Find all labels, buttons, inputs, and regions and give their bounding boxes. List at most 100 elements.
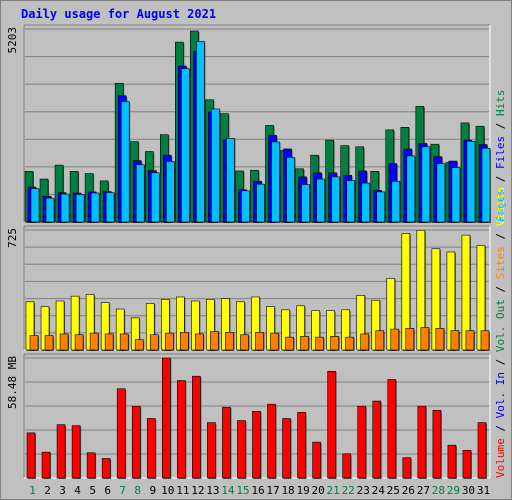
bar-pages-day-19 <box>301 184 310 223</box>
day-label-31: 31 <box>477 484 490 497</box>
bar-pages-day-23 <box>361 182 371 223</box>
day-label-23: 23 <box>357 484 370 497</box>
bar-sites-day-14 <box>225 332 234 351</box>
bar-volume-day-23 <box>357 405 367 479</box>
day-label-4: 4 <box>74 484 81 497</box>
day-label-8: 8 <box>134 484 141 497</box>
bar-pages-day-15 <box>241 190 250 223</box>
bar-volume-day-15 <box>237 420 246 479</box>
bar-sites-day-29 <box>450 330 460 351</box>
day-label-12: 12 <box>191 484 204 497</box>
bar-pages-day-28 <box>436 163 446 223</box>
axis-max-label-visits: 725 <box>6 228 19 248</box>
bar-sites-day-5 <box>89 332 99 351</box>
bar-volume-day-5 <box>86 452 96 479</box>
bar-sites-day-8 <box>134 339 144 351</box>
bar-sites-day-3 <box>59 333 69 351</box>
bar-volume-day-27 <box>417 405 427 479</box>
bar-pages-day-31 <box>481 147 491 223</box>
bar-sites-day-25 <box>390 328 400 351</box>
bar-sites-day-15 <box>240 334 249 351</box>
bar-sites-day-18 <box>285 336 294 351</box>
legend-volume-sites-visits-item-3: / <box>494 352 507 372</box>
day-label-27: 27 <box>417 484 430 497</box>
bar-volume-day-12 <box>192 375 201 479</box>
bar-sites-day-4 <box>74 334 84 351</box>
bar-volume-day-16 <box>252 411 261 479</box>
day-label-20: 20 <box>312 484 325 497</box>
bar-sites-day-11 <box>180 332 189 351</box>
day-label-3: 3 <box>59 484 66 497</box>
bar-pages-day-17 <box>271 141 280 223</box>
day-label-26: 26 <box>402 484 415 497</box>
bar-pages-day-8 <box>135 164 145 223</box>
bar-volume-day-6 <box>101 458 111 479</box>
bar-pages-day-24 <box>376 191 386 223</box>
day-label-7: 7 <box>119 484 126 497</box>
bar-pages-day-11 <box>181 68 190 223</box>
chart-title: Daily usage for August 2021 <box>21 7 217 21</box>
legend-volume-sites-visits-item-4: Vol. Out <box>494 299 507 352</box>
bar-sites-day-17 <box>270 332 279 351</box>
bar-volume-day-11 <box>177 380 186 479</box>
bar-volume-day-7 <box>116 388 126 479</box>
legend-hits-files-pages-item-4: Hits <box>494 90 507 117</box>
bar-pages-day-22 <box>346 180 355 223</box>
bar-sites-day-30 <box>465 330 475 351</box>
legend-volume-sites-visits-item-7: / <box>494 226 507 246</box>
bar-volume-day-4 <box>71 425 81 479</box>
bar-sites-day-9 <box>149 334 159 351</box>
day-label-25: 25 <box>387 484 400 497</box>
bar-sites-day-27 <box>420 327 430 351</box>
bar-volume-day-2 <box>41 451 51 479</box>
bar-sites-day-6 <box>104 333 114 351</box>
legend-volume-sites-visits-item-0: Volume <box>494 438 507 478</box>
bar-volume-day-3 <box>56 424 66 479</box>
bar-pages-day-1 <box>30 188 40 223</box>
bar-pages-day-3 <box>60 193 70 223</box>
bar-pages-day-12 <box>196 41 205 223</box>
bar-pages-day-4 <box>75 194 85 223</box>
bar-pages-day-7 <box>120 101 130 223</box>
bar-volume-day-25 <box>387 379 397 479</box>
axis-max-label-hits: 5203 <box>6 27 19 54</box>
day-label-10: 10 <box>161 484 174 497</box>
axis-max-label-volume: 58.48 MB <box>6 356 19 409</box>
bar-volume-day-8 <box>131 405 141 479</box>
bar-pages-day-16 <box>256 183 265 223</box>
bar-volume-day-13 <box>207 422 216 479</box>
legend-hits-files-pages: Pages / Files / Hits <box>494 90 507 223</box>
legend-hits-files-pages-item-1: / <box>494 169 507 189</box>
bar-pages-day-6 <box>105 192 115 223</box>
bar-pages-day-20 <box>316 178 325 223</box>
bar-sites-day-22 <box>345 336 354 351</box>
bar-volume-day-26 <box>402 457 412 479</box>
day-label-21: 21 <box>327 484 340 497</box>
bar-pages-day-2 <box>45 197 55 223</box>
bar-pages-day-14 <box>226 138 235 223</box>
bar-pages-day-9 <box>150 172 160 223</box>
day-label-1: 1 <box>29 484 36 497</box>
bar-sites-day-20 <box>315 336 324 351</box>
day-label-16: 16 <box>251 484 264 497</box>
day-label-18: 18 <box>281 484 294 497</box>
bar-sites-day-21 <box>330 336 339 351</box>
legend-volume-sites-visits-item-5: / <box>494 279 507 299</box>
bar-volume-day-22 <box>342 453 351 479</box>
day-label-11: 11 <box>176 484 189 497</box>
legend-volume-sites-visits-item-8: Visits <box>494 187 507 227</box>
bar-volume-day-20 <box>312 441 321 479</box>
bar-sites-day-23 <box>360 333 370 351</box>
day-label-17: 17 <box>266 484 279 497</box>
legend-volume-sites-visits-item-1: / <box>494 418 507 438</box>
bar-pages-day-5 <box>90 192 100 223</box>
day-label-22: 22 <box>342 484 355 497</box>
legend-volume-sites-visits-item-6: Sites <box>494 246 507 279</box>
day-label-14: 14 <box>221 484 235 497</box>
bar-volume-day-30 <box>462 449 472 479</box>
bar-pages-day-18 <box>286 157 295 223</box>
bar-sites-day-28 <box>435 328 445 351</box>
bar-volume-day-17 <box>267 403 276 479</box>
bar-pages-day-26 <box>406 155 416 223</box>
